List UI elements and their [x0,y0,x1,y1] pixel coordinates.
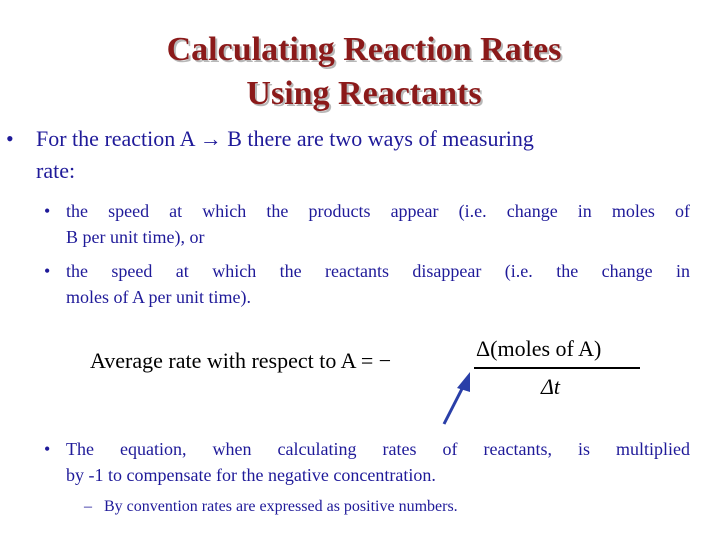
main-bullet-line-1: For the reaction A → B there are two way… [36,126,534,151]
title-line-2: Using Reactants [246,75,482,112]
sub-bullet-1-line-2: B per unit time), or [66,227,205,247]
dash-item-text: By convention rates are expressed as pos… [104,498,458,515]
main-bullet-line-2: rate: [36,158,76,183]
dash-icon: – [84,498,92,515]
sub-bullet-3-line-1: The equation, when calculating rates of … [66,439,690,459]
sub-bullet-dot-icon: • [44,201,51,221]
sub-bullet-2-line-2: moles of A per unit time). [66,287,251,307]
equation-lhs: Average rate with respect to A = − [90,348,392,373]
sub-bullet-3-line-2: by -1 to compensate for the negative con… [66,465,436,485]
equation-denominator: Δt [541,374,561,399]
slide-title: Calculating Reaction Rates Using Reactan… [0,28,728,116]
bullet-dot-icon: • [6,126,14,151]
fraction-bar [474,367,640,369]
sub-bullet-2-line-1: the speed at which the reactants disappe… [66,261,690,281]
title-line-1: Calculating Reaction Rates [166,31,562,68]
equation-numerator: Δ(moles of A) [476,336,602,361]
sub-bullet-dot-icon: • [44,261,51,281]
sub-bullet-1-line-1: the speed at which the products appear (… [66,201,690,221]
sub-bullet-dot-icon: • [44,439,51,459]
